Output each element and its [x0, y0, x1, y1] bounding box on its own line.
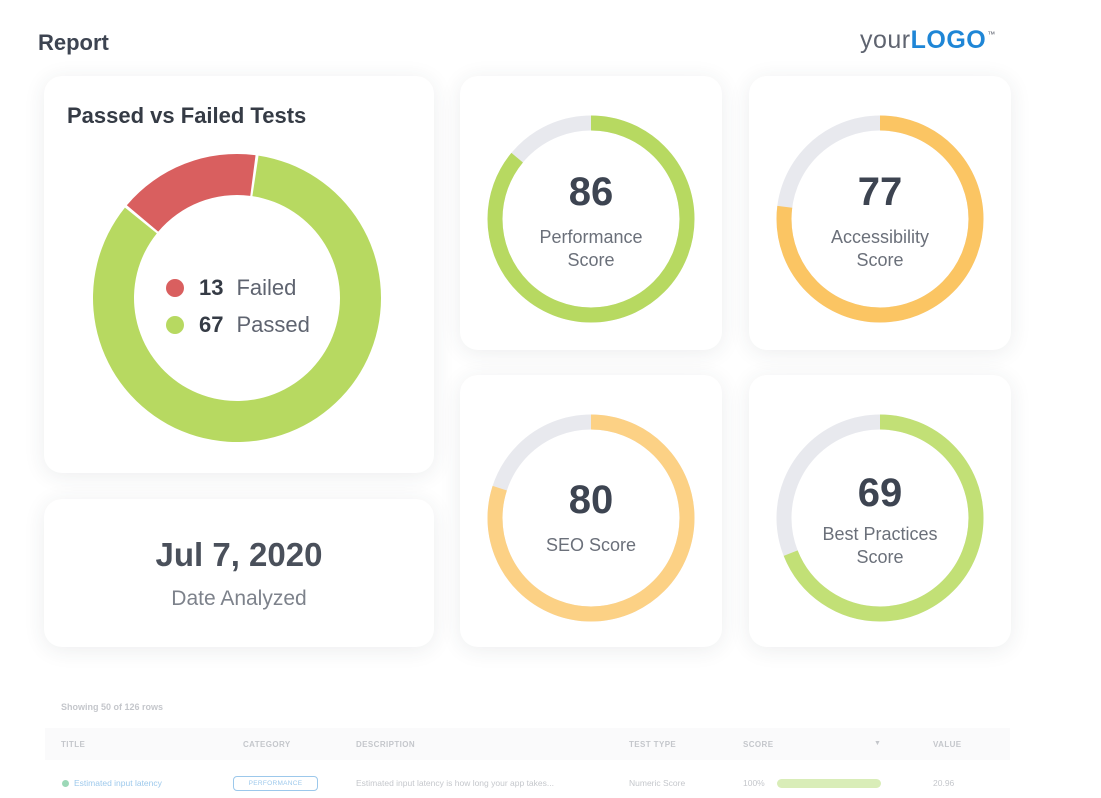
page-title: Report: [38, 30, 109, 55]
passed-label: Passed: [236, 311, 310, 337]
status-dot-icon: [62, 780, 69, 787]
performance-score-label: Performance Score: [539, 227, 643, 270]
row-test-type: Numeric Score: [629, 778, 686, 788]
column-header-title[interactable]: TITLE: [61, 740, 86, 749]
donut-slice-failed: [126, 154, 256, 232]
logo-text-your: your: [860, 26, 911, 54]
date-analyzed-label: Date Analyzed: [171, 587, 307, 610]
passed-dot-icon: [166, 315, 184, 334]
passed-failed-card: Passed vs Failed Tests 13 Failed 67 Pass…: [44, 76, 434, 473]
seo-gauge-arc: [487, 414, 695, 622]
row-title-link[interactable]: Estimated input latency: [74, 778, 162, 788]
column-header-value[interactable]: VALUE: [933, 740, 962, 749]
logo-text-logo: LOGO: [910, 26, 987, 54]
table-header: TITLE CATEGORY DESCRIPTION TEST TYPE SCO…: [45, 728, 1010, 760]
sort-down-icon[interactable]: ▼: [874, 740, 881, 747]
passed-failed-title: Passed vs Failed Tests: [67, 103, 307, 128]
passed-failed-donut-chart: [93, 154, 382, 442]
row-score-bar: [777, 779, 881, 788]
logo-trademark: ™: [987, 30, 996, 39]
legend-item-passed: 67 Passed: [166, 306, 310, 343]
best-practices-score-label: Best Practices Score: [822, 524, 938, 567]
column-header-score[interactable]: SCORE: [743, 740, 774, 749]
seo-score-value: 80: [568, 478, 614, 522]
performance-score-value: 86: [568, 170, 614, 214]
row-description: Estimated input latency is how long your…: [356, 778, 554, 788]
best-practices-score-value: 69: [857, 471, 903, 515]
company-logo: yourLOGO™: [860, 26, 995, 55]
table-row[interactable]: Estimated input latency PERFORMANCE Esti…: [45, 770, 1010, 792]
donut-legend: 13 Failed 67 Passed: [166, 269, 310, 343]
failed-label: Failed: [236, 274, 297, 300]
seo-score-label: SEO Score: [545, 535, 637, 555]
accessibility-score-label: Accessibility Score: [830, 227, 930, 270]
date-analyzed-value: Jul 7, 2020: [155, 536, 323, 573]
column-header-description[interactable]: DESCRIPTION: [356, 740, 416, 749]
accessibility-gauge: [776, 115, 984, 323]
date-analyzed-card: Jul 7, 2020 Date Analyzed: [44, 499, 434, 647]
accessibility-gauge-arc: [776, 115, 984, 323]
accessibility-score-card: 77 Accessibility Score: [749, 76, 1011, 350]
category-badge: PERFORMANCE: [233, 776, 318, 791]
column-header-test-type[interactable]: TEST TYPE: [629, 740, 677, 749]
rows-count-text: Showing 50 of 126 rows: [61, 702, 164, 712]
performance-score-card: 86 Performance Score: [460, 76, 722, 350]
column-header-category[interactable]: CATEGORY: [243, 740, 291, 749]
best-practices-score-card: 69 Best Practices Score: [749, 375, 1011, 647]
best-practices-gauge: [776, 414, 984, 622]
best-practices-gauge-arc: [776, 414, 984, 622]
seo-score-card: 80 SEO Score: [460, 375, 722, 647]
results-table: Showing 50 of 126 rows TITLE CATEGORY DE…: [45, 690, 1010, 798]
row-value: 20.96: [933, 778, 955, 788]
seo-gauge: [487, 414, 695, 622]
performance-gauge: [487, 115, 695, 323]
failed-dot-icon: [166, 278, 184, 297]
legend-item-failed: 13 Failed: [166, 269, 310, 306]
failed-count: 13: [199, 274, 224, 300]
passed-count: 67: [199, 311, 224, 337]
performance-gauge-arc: [487, 115, 695, 323]
row-score-percent: 100%: [743, 778, 765, 788]
accessibility-score-value: 77: [857, 170, 903, 214]
